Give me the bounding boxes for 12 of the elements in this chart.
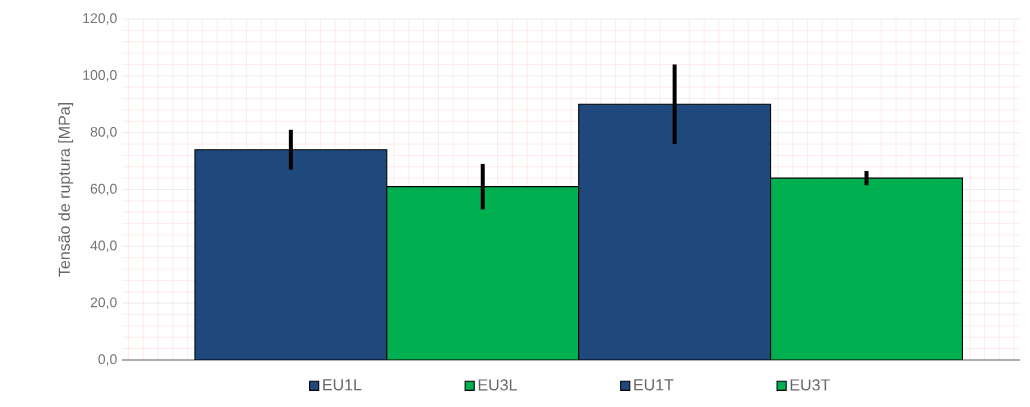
legend-label: EU1L <box>323 379 362 391</box>
y-tick-label: 40,0 <box>90 240 117 253</box>
y-tick-label: 0,0 <box>98 354 117 366</box>
y-tick-label: 80,0 <box>90 126 117 139</box>
legend-label: EU1T <box>634 379 674 391</box>
y-tick-label: 20,0 <box>90 297 117 309</box>
legend-label: EU3L <box>478 379 517 391</box>
legend-label: EU3T <box>790 379 830 391</box>
y-tick-label: 100,0 <box>83 70 117 82</box>
y-axis-title: Tensão de ruptura [MPa] <box>58 103 74 277</box>
y-tick-label: 120,0 <box>83 13 117 25</box>
y-tick-label: 60,0 <box>90 183 117 196</box>
